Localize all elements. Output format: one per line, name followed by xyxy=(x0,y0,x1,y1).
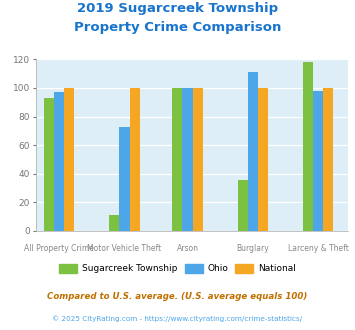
Bar xyxy=(192,88,203,231)
Bar xyxy=(323,88,333,231)
Bar xyxy=(182,88,192,231)
Bar xyxy=(64,88,74,231)
Text: Compared to U.S. average. (U.S. average equals 100): Compared to U.S. average. (U.S. average … xyxy=(47,292,308,301)
Bar xyxy=(248,72,258,231)
Bar xyxy=(258,88,268,231)
Bar xyxy=(44,98,54,231)
Text: Arson: Arson xyxy=(176,244,198,253)
Text: Property Crime Comparison: Property Crime Comparison xyxy=(74,21,281,34)
Text: Motor Vehicle Theft: Motor Vehicle Theft xyxy=(87,244,162,253)
Legend: Sugarcreek Township, Ohio, National: Sugarcreek Township, Ohio, National xyxy=(56,260,299,277)
Text: Burglary: Burglary xyxy=(236,244,269,253)
Bar xyxy=(172,88,182,231)
Bar xyxy=(54,92,64,231)
Bar xyxy=(130,88,140,231)
Text: All Property Crime: All Property Crime xyxy=(24,244,94,253)
Bar xyxy=(109,215,119,231)
Bar xyxy=(237,180,248,231)
Bar xyxy=(303,62,313,231)
Text: 2019 Sugarcreek Township: 2019 Sugarcreek Township xyxy=(77,2,278,15)
Text: Larceny & Theft: Larceny & Theft xyxy=(288,244,349,253)
Bar xyxy=(119,127,130,231)
Text: © 2025 CityRating.com - https://www.cityrating.com/crime-statistics/: © 2025 CityRating.com - https://www.city… xyxy=(53,315,302,322)
Bar xyxy=(313,91,323,231)
